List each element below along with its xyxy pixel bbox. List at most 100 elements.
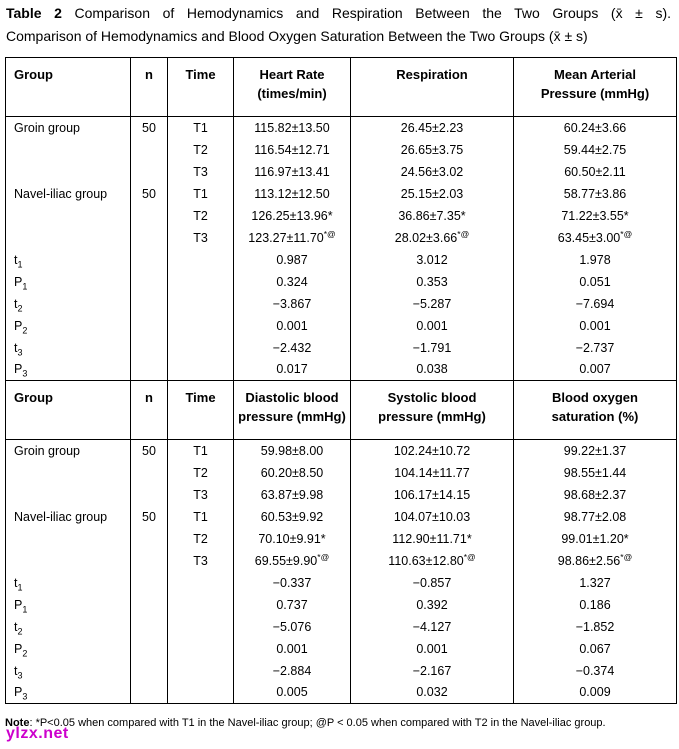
value-cell: 63.45±3.00*@: [513, 226, 677, 249]
row-label-cell: [5, 226, 131, 249]
value-cell: 71.22±3.55*: [513, 204, 677, 227]
table-row: T2 126.25±13.96* 36.86±7.35* 71.22±3.55*: [5, 204, 677, 227]
table-header-row: Group n Time Heart Rate (times/min) Respirati…: [5, 57, 677, 117]
value-cell: 106.17±14.15: [350, 483, 514, 506]
value-cell: 60.53±9.92: [233, 505, 351, 528]
footnote-text: : *P<0.05 when compared with T1 in the N…: [29, 717, 606, 729]
table-row: Groin group 50 T1 59.98±8.00 102.24±10.72 99.…: [5, 439, 677, 462]
value-cell: 3.012: [350, 248, 514, 271]
value-cell: [130, 314, 168, 337]
value-cell: 0.067: [513, 637, 677, 660]
value-cell: [167, 336, 234, 359]
row-label-cell: t2: [5, 615, 131, 638]
column-header-heart-rate: Heart Rate (times/min): [233, 57, 351, 117]
row-label-cell: P3: [5, 358, 131, 381]
value-cell: [130, 659, 168, 682]
row-label-cell: Navel-iliac group: [5, 505, 131, 528]
value-cell: 0.017: [233, 358, 351, 381]
row-label-cell: t3: [5, 336, 131, 359]
table-row: t2 −3.867 −5.287 −7.694: [5, 292, 677, 315]
table-row: t2 −5.076 −4.127 −1.852: [5, 615, 677, 638]
table-row: t1 0.987 3.012 1.978: [5, 248, 677, 271]
value-cell: [167, 358, 234, 381]
value-cell: 24.56±3.02: [350, 160, 514, 183]
value-cell: [130, 527, 168, 550]
value-cell: −2.737: [513, 336, 677, 359]
table-row: P2 0.001 0.001 0.001: [5, 314, 677, 337]
column-header-time: Time: [167, 380, 234, 440]
table-row: P1 0.324 0.353 0.051: [5, 270, 677, 293]
value-cell: T1: [167, 116, 234, 139]
value-cell: 60.24±3.66: [513, 116, 677, 139]
value-cell: [130, 292, 168, 315]
column-header-n: n: [130, 380, 168, 440]
value-cell: 98.86±2.56*@: [513, 549, 677, 572]
value-cell: −1.791: [350, 336, 514, 359]
table-caption-line1: Table 2 Comparison of Hemodynamics and R…: [6, 2, 671, 25]
value-cell: [130, 637, 168, 660]
value-cell: 126.25±13.96*: [233, 204, 351, 227]
footnote-label: Note: [5, 717, 30, 729]
value-cell: 58.77±3.86: [513, 182, 677, 205]
value-cell: 99.22±1.37: [513, 439, 677, 462]
table-row: T2 70.10±9.91* 112.90±11.71* 99.01±1.20*: [5, 527, 677, 550]
value-cell: 0.001: [350, 314, 514, 337]
value-cell: 60.20±8.50: [233, 461, 351, 484]
value-cell: −3.867: [233, 292, 351, 315]
table-row: P2 0.001 0.001 0.067: [5, 637, 677, 660]
value-cell: 0.001: [233, 637, 351, 660]
value-cell: [130, 226, 168, 249]
value-cell: 0.051: [513, 270, 677, 293]
watermark-text: ylzx.net: [6, 725, 69, 742]
value-cell: 0.353: [350, 270, 514, 293]
value-cell: [167, 248, 234, 271]
value-cell: 116.97±13.41: [233, 160, 351, 183]
column-header-respiration: Respiration: [350, 57, 514, 117]
table-row: t3 −2.432 −1.791 −2.737: [5, 336, 677, 359]
value-cell: T1: [167, 182, 234, 205]
value-cell: [130, 461, 168, 484]
value-cell: T2: [167, 138, 234, 161]
value-cell: [167, 681, 234, 704]
value-cell: 28.02±3.66*@: [350, 226, 514, 249]
value-cell: −5.287: [350, 292, 514, 315]
value-cell: −5.076: [233, 615, 351, 638]
value-cell: [130, 681, 168, 704]
value-cell: [130, 549, 168, 572]
value-cell: 0.324: [233, 270, 351, 293]
value-cell: 50: [130, 505, 168, 528]
value-cell: 110.63±12.80*@: [350, 549, 514, 572]
value-cell: 25.15±2.03: [350, 182, 514, 205]
value-cell: 0.032: [350, 681, 514, 704]
row-label-cell: P2: [5, 637, 131, 660]
row-label-cell: t3: [5, 659, 131, 682]
value-cell: 98.68±2.37: [513, 483, 677, 506]
table-row: P1 0.737 0.392 0.186: [5, 593, 677, 616]
table-row: T3 63.87±9.98 106.17±14.15 98.68±2.37: [5, 483, 677, 506]
value-cell: 0.005: [233, 681, 351, 704]
value-cell: [167, 637, 234, 660]
row-label-cell: P1: [5, 270, 131, 293]
value-cell: T3: [167, 549, 234, 572]
row-label-cell: [5, 527, 131, 550]
value-cell: [130, 270, 168, 293]
row-label-cell: [5, 204, 131, 227]
value-cell: [130, 138, 168, 161]
table-row: P3 0.005 0.032 0.009: [5, 681, 677, 704]
value-cell: −0.337: [233, 571, 351, 594]
value-cell: [130, 358, 168, 381]
row-label-cell: [5, 160, 131, 183]
value-cell: 36.86±7.35*: [350, 204, 514, 227]
table-row: Groin group 50 T1 115.82±13.50 26.45±2.23 60.…: [5, 116, 677, 139]
value-cell: [130, 593, 168, 616]
table-caption-line2: Comparison of Hemodynamics and Blood Oxy…: [6, 27, 588, 44]
value-cell: −1.852: [513, 615, 677, 638]
value-cell: 50: [130, 116, 168, 139]
value-cell: 116.54±12.71: [233, 138, 351, 161]
value-cell: −4.127: [350, 615, 514, 638]
value-cell: T3: [167, 483, 234, 506]
value-cell: 26.65±3.75: [350, 138, 514, 161]
value-cell: 98.55±1.44: [513, 461, 677, 484]
value-cell: −7.694: [513, 292, 677, 315]
value-cell: 115.82±13.50: [233, 116, 351, 139]
